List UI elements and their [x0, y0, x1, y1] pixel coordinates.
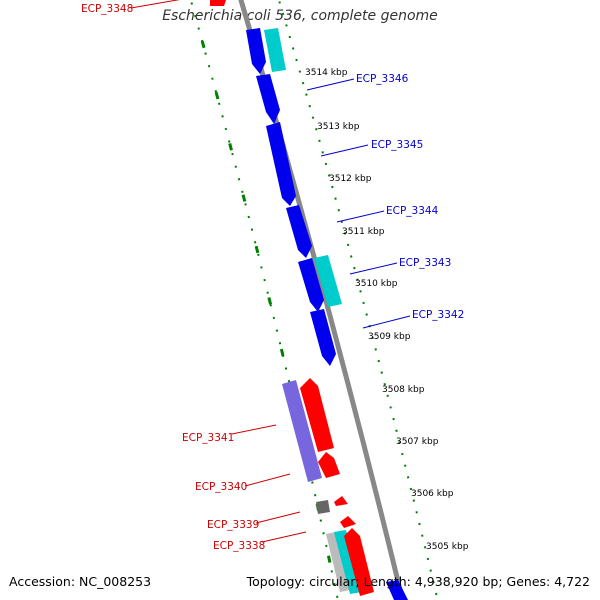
- gene-arrow[interactable]: [286, 205, 312, 258]
- gene-arrow[interactable]: [256, 74, 280, 124]
- gene-label[interactable]: ECP_3342: [412, 309, 464, 321]
- reverse-gene-labels: ECP_3348 ECP_3341 ECP_3340 ECP_3339 ECP_…: [81, 0, 307, 552]
- kbp-label: 3508 kbp: [382, 385, 425, 395]
- label-leader-line: [261, 531, 307, 543]
- gene-arrow[interactable]: [340, 516, 356, 528]
- genome-title: Escherichia coli 536, complete genome: [162, 8, 438, 24]
- gene-label[interactable]: ECP_3339: [207, 519, 259, 531]
- label-leader-line: [320, 144, 369, 157]
- kbp-label: 3511 kbp: [342, 227, 385, 237]
- gene-label[interactable]: ECP_3346: [356, 73, 409, 85]
- tick-track-outer: [277, 0, 439, 600]
- label-leader-line: [306, 78, 355, 91]
- kbp-label: 3506 kbp: [411, 489, 454, 499]
- kbp-scale-labels: 3514 kbp 3513 kbp 3512 kbp 3511 kbp 3510…: [305, 68, 469, 552]
- label-leader-line: [255, 511, 301, 524]
- label-leader-line: [362, 315, 411, 329]
- kbp-label: 3510 kbp: [355, 279, 398, 289]
- gene-label[interactable]: ECP_3343: [399, 257, 451, 269]
- kbp-label: 3509 kbp: [368, 332, 411, 342]
- gene-label[interactable]: ECP_3340: [195, 481, 247, 493]
- label-leader-line: [244, 473, 291, 487]
- gene-label[interactable]: ECP_3344: [386, 205, 439, 217]
- kbp-label: 3505 kbp: [426, 542, 469, 552]
- kbp-label: 3514 kbp: [305, 68, 348, 78]
- gene-arrow[interactable]: [264, 28, 286, 72]
- gene-arrow[interactable]: [326, 532, 350, 592]
- gene-arrow[interactable]: [318, 452, 340, 478]
- gene-arrow[interactable]: [386, 580, 408, 600]
- gene-label[interactable]: ECP_3341: [182, 432, 234, 444]
- kbp-label: 3512 kbp: [329, 174, 372, 184]
- gene-arrow[interactable]: [246, 28, 266, 74]
- gene-arrow[interactable]: [334, 496, 348, 506]
- reverse-strand-genes: [210, 0, 374, 596]
- gene-arrow[interactable]: [282, 380, 322, 482]
- label-leader-line: [130, 0, 180, 9]
- forward-gene-labels: ECP_3346 ECP_3345 ECP_3344 ECP_3343 ECP_…: [306, 73, 464, 329]
- gene-arrow[interactable]: [314, 255, 342, 307]
- label-leader-line: [336, 210, 385, 223]
- tick-track-inner-major: [189, 0, 340, 600]
- gene-label[interactable]: ECP_3345: [371, 139, 423, 151]
- genome-summary-text: Topology: circular; Length: 4,938,920 bp…: [246, 574, 590, 589]
- kbp-label: 3513 kbp: [317, 122, 360, 132]
- gene-label[interactable]: ECP_3338: [213, 540, 265, 552]
- gene-arrow[interactable]: [334, 530, 362, 594]
- label-leader-line: [349, 262, 398, 275]
- gene-arrow[interactable]: [266, 122, 296, 206]
- gene-arrow[interactable]: [298, 258, 324, 312]
- label-leader-line: [231, 424, 277, 435]
- gene-arrow[interactable]: [344, 528, 374, 596]
- gene-label[interactable]: ECP_3348: [81, 3, 133, 15]
- gene-arrow[interactable]: [300, 378, 334, 452]
- gene-arrow[interactable]: [316, 500, 330, 514]
- forward-strand-genes: [246, 28, 408, 600]
- kbp-label: 3507 kbp: [396, 437, 439, 447]
- accession-text: Accession: NC_008253: [9, 574, 152, 589]
- gene-arrow[interactable]: [310, 309, 336, 366]
- gene-arrow[interactable]: [210, 0, 226, 6]
